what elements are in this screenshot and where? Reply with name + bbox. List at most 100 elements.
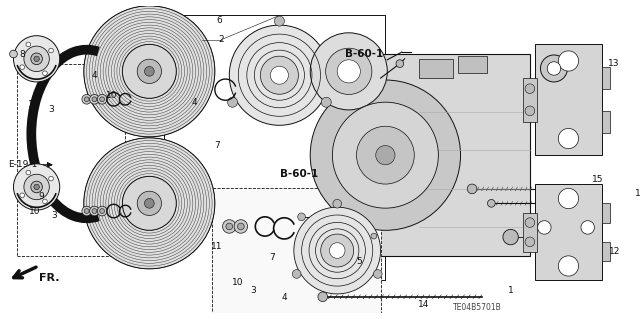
Text: 14: 14 [418,300,429,309]
Text: 13: 13 [608,59,620,68]
Text: 11: 11 [211,242,223,251]
Circle shape [223,220,236,233]
Text: B-60-1: B-60-1 [280,169,318,179]
Bar [419,59,453,78]
Circle shape [228,97,237,107]
Circle shape [26,170,31,175]
Bar [17,63,125,256]
Circle shape [13,164,60,210]
Text: 9: 9 [38,192,44,201]
Bar [602,111,610,133]
Circle shape [34,56,40,62]
Circle shape [547,62,561,75]
Circle shape [467,184,477,194]
Circle shape [294,207,381,294]
Circle shape [137,191,161,215]
Circle shape [49,48,53,53]
Circle shape [20,65,24,70]
Circle shape [260,56,298,94]
Circle shape [310,33,387,110]
Circle shape [137,59,161,84]
Circle shape [145,66,154,76]
Circle shape [337,60,360,83]
Text: 4: 4 [192,98,197,107]
Text: 6: 6 [217,16,223,25]
Text: 12: 12 [609,247,620,256]
Circle shape [100,209,104,213]
Circle shape [31,53,42,65]
Text: 15: 15 [591,175,603,184]
Text: 3: 3 [48,105,54,115]
Circle shape [43,199,47,204]
Text: 4: 4 [92,71,97,80]
Circle shape [356,126,414,184]
Text: B-60-1: B-60-1 [345,49,383,59]
Text: 3: 3 [250,286,256,294]
Text: 10: 10 [28,100,40,108]
Text: 5: 5 [356,257,362,266]
Circle shape [558,189,579,209]
Circle shape [10,50,17,58]
Circle shape [525,218,534,227]
Text: 10: 10 [106,91,118,100]
Bar [534,184,602,280]
Circle shape [275,16,284,26]
Text: 7: 7 [214,141,220,150]
Circle shape [488,199,495,207]
Circle shape [229,25,330,125]
Text: TE04B5701B: TE04B5701B [453,303,502,312]
Circle shape [90,94,99,104]
Circle shape [90,206,99,216]
Circle shape [581,221,595,234]
Circle shape [84,138,215,269]
Bar [458,56,486,73]
Circle shape [298,213,305,221]
Circle shape [13,36,60,82]
Circle shape [145,198,154,208]
Circle shape [373,270,382,278]
Text: 1: 1 [508,286,513,294]
Circle shape [122,44,176,98]
Text: 10: 10 [29,206,40,216]
Circle shape [82,94,92,104]
Bar [602,242,610,261]
Circle shape [558,256,579,276]
Circle shape [49,176,53,181]
Circle shape [330,243,345,258]
Circle shape [525,84,534,93]
Bar [212,188,381,313]
Text: 4: 4 [282,293,287,302]
Circle shape [31,181,42,193]
Circle shape [292,270,301,278]
Circle shape [326,48,372,94]
Circle shape [396,60,404,68]
Circle shape [43,71,47,76]
Circle shape [332,102,438,208]
Circle shape [525,106,534,116]
Circle shape [558,51,579,71]
Bar [602,67,610,89]
Circle shape [371,233,377,239]
Circle shape [538,221,551,234]
Circle shape [122,176,176,230]
Circle shape [82,206,92,216]
Circle shape [84,97,89,102]
Text: 10: 10 [232,278,244,287]
Circle shape [376,145,395,165]
Bar [523,78,536,122]
Bar [523,213,536,251]
Bar [602,203,610,223]
Circle shape [97,94,107,104]
Circle shape [24,174,49,200]
Circle shape [558,129,579,149]
Circle shape [20,193,24,197]
Circle shape [318,292,328,301]
Text: 16: 16 [635,189,640,198]
Text: FR.: FR. [38,272,59,283]
Circle shape [24,46,49,71]
Text: E-19-1: E-19-1 [8,160,37,169]
Circle shape [321,97,332,107]
Circle shape [97,206,107,216]
Circle shape [26,42,31,47]
Circle shape [100,97,104,102]
